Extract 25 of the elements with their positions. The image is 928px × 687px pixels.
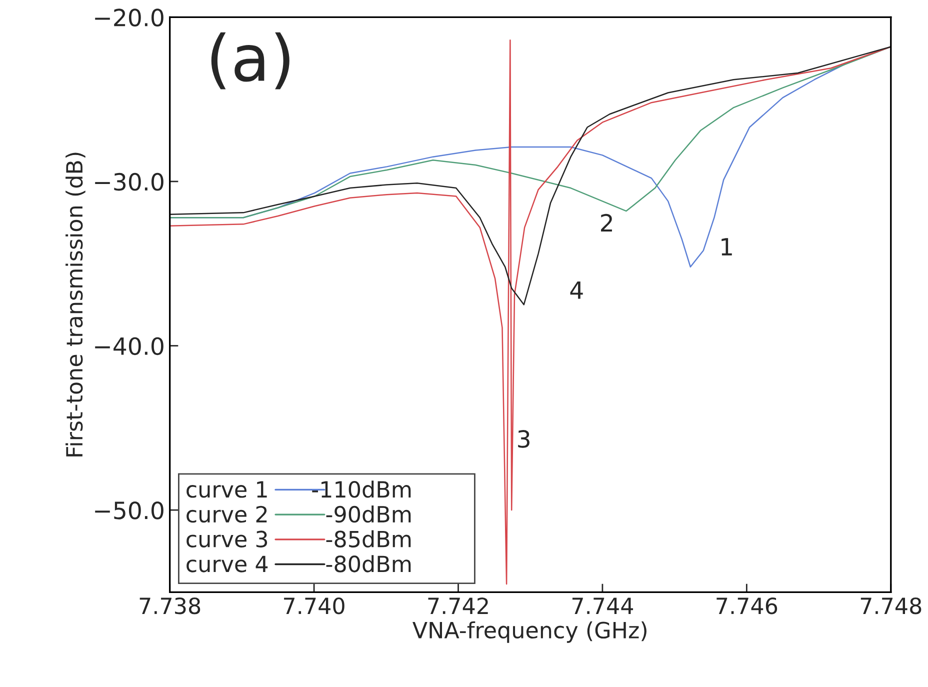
x-tick-label: 7.746 [716, 597, 778, 614]
annotation: -85dBm [326, 530, 411, 548]
x-tick-label: 7.740 [284, 597, 344, 614]
annotation: (a) [211, 32, 290, 90]
legend-label: curve 1 [186, 481, 267, 498]
y-axis-title: First-tone transmission (dB) [66, 152, 86, 456]
y-tick-label: −30.0 [95, 172, 164, 191]
x-tick-label: 7.738 [140, 597, 200, 614]
x-tick-label: 7.742 [428, 597, 488, 614]
annotation: -110dBm [312, 480, 411, 498]
y-tick-label: −20.0 [95, 8, 164, 26]
legend-label: curve 4 [186, 556, 268, 572]
x-axis-title: VNA-frequency (GHz) [412, 621, 646, 643]
x-tick-label: 7.748 [860, 597, 922, 614]
annotation: 1 [722, 238, 732, 256]
x-tick-label: 7.744 [572, 598, 634, 614]
legend-label: curve 2 [186, 506, 267, 523]
annotation: -80dBm [326, 555, 411, 572]
annotation: -90dBm [326, 505, 411, 523]
annotation: 2 [601, 214, 612, 232]
y-tick-label: −40.0 [95, 337, 164, 356]
y-tick-label: −50.0 [95, 501, 164, 520]
annotation: 3 [518, 430, 530, 448]
legend-label: curve 3 [186, 530, 268, 548]
annotation: 4 [570, 281, 583, 299]
